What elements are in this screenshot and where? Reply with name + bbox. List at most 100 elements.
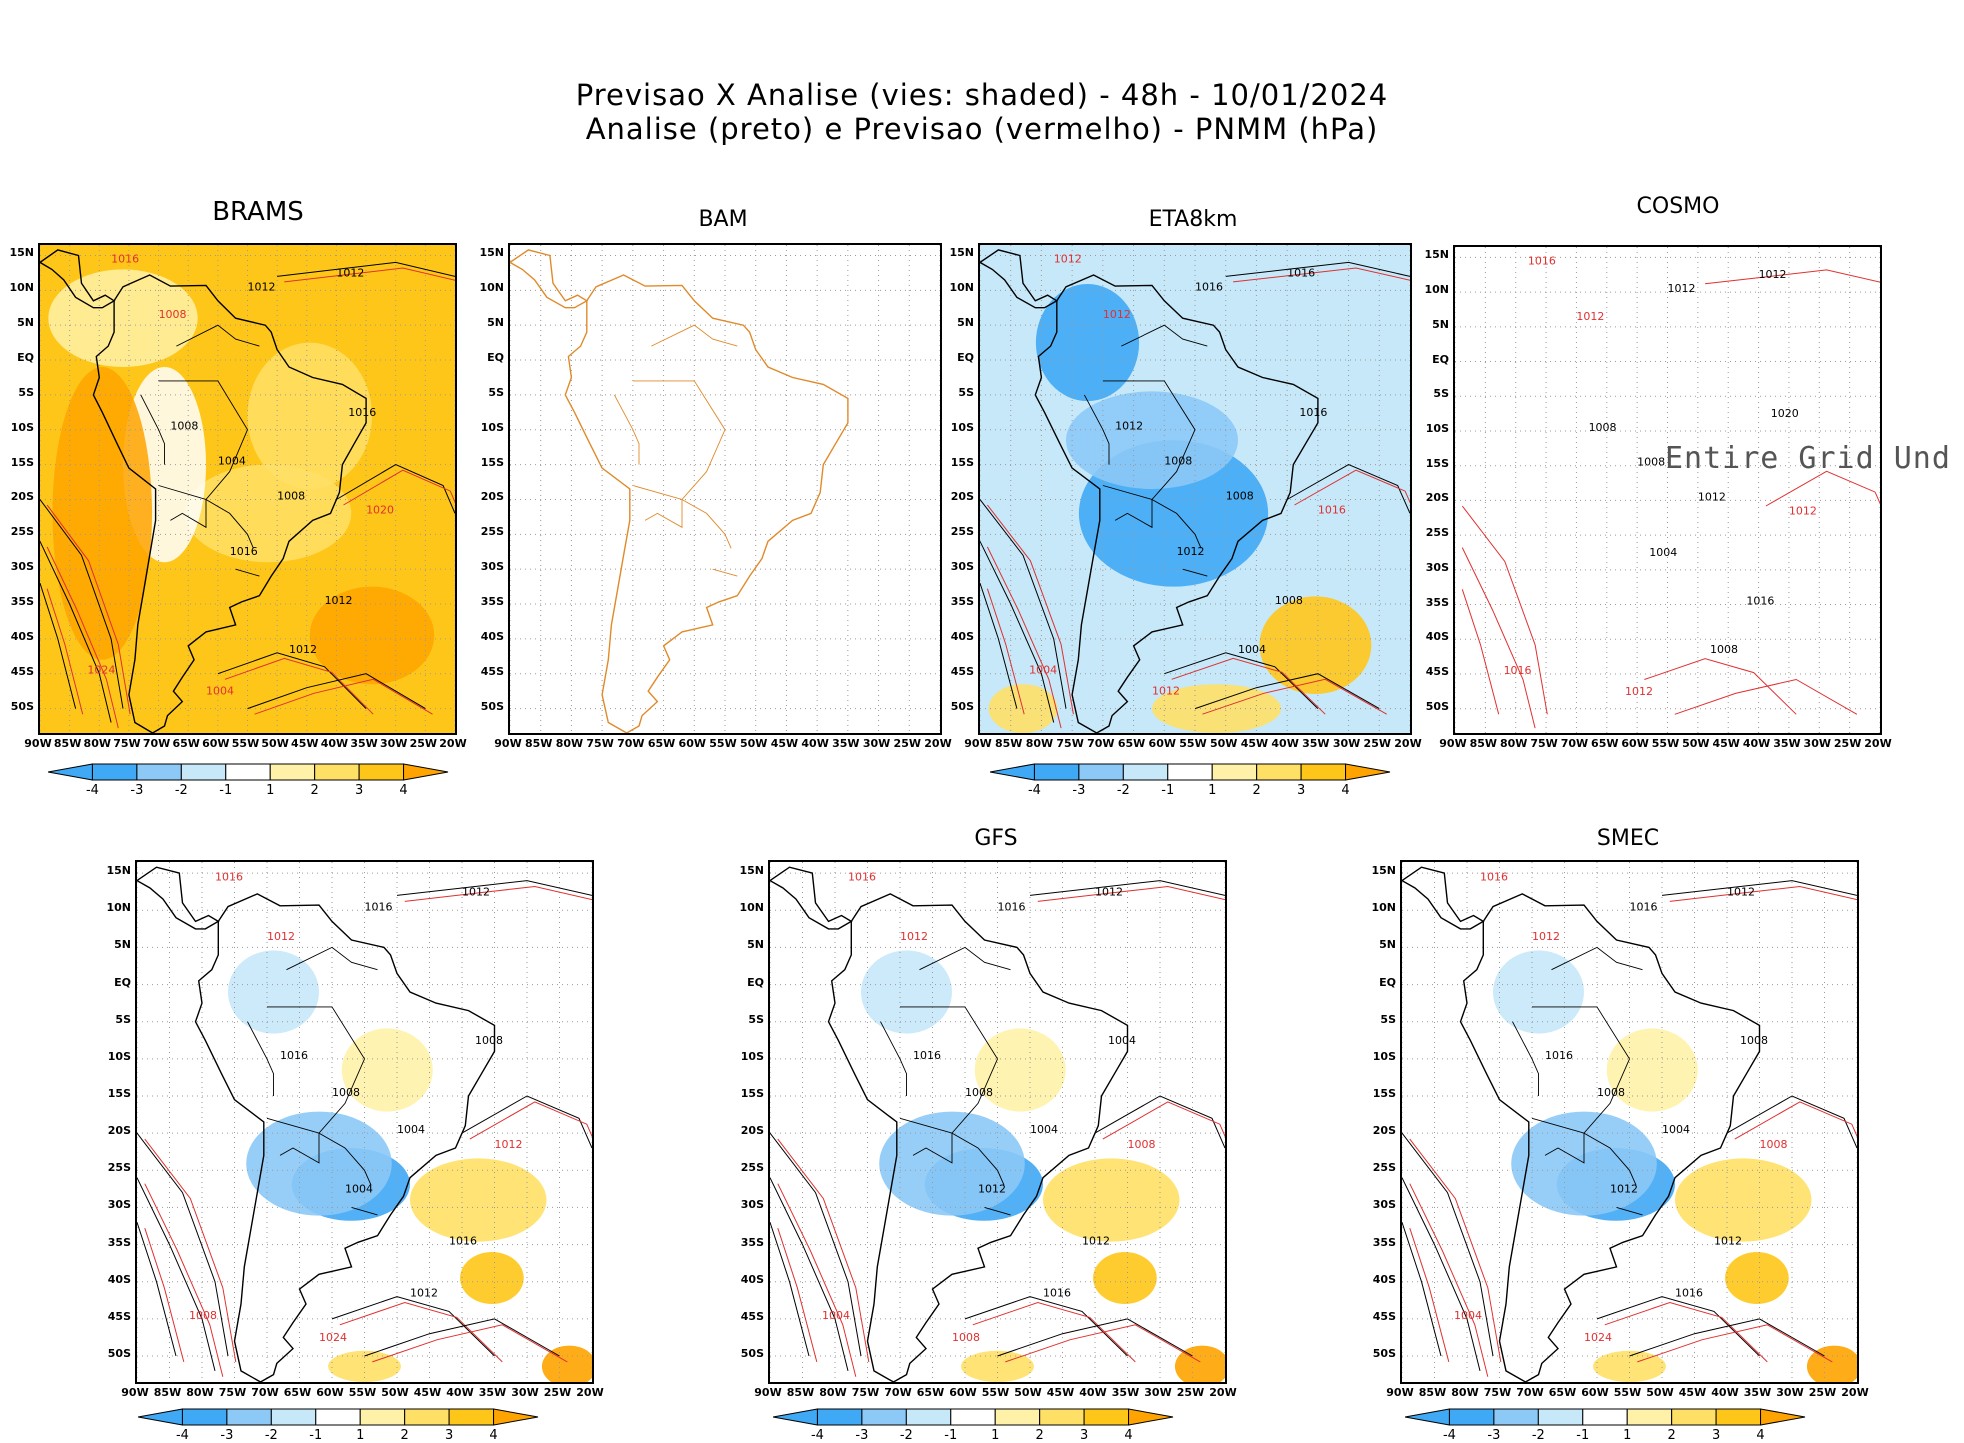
isobar-label: 1012	[1152, 685, 1180, 698]
lat-tick-label: 5N	[17, 316, 34, 330]
isobar-label: 1012	[336, 266, 364, 279]
colorbar-segment	[1167, 763, 1213, 781]
lon-tick-label: 75W	[1483, 1386, 1512, 1399]
analysis-isobar	[980, 541, 1055, 723]
country-border	[1102, 485, 1153, 529]
colorbar-segment	[269, 763, 316, 781]
isobar-label: 1008	[1637, 456, 1665, 469]
lat-tick-label: 25S	[740, 1161, 764, 1175]
country-border	[1102, 380, 1202, 549]
lon-tick-label: 45W	[413, 1386, 442, 1399]
isobar-label: 1016	[1746, 595, 1774, 608]
lat-tick-label: 45S	[950, 664, 974, 678]
bias-patch	[341, 1028, 433, 1112]
lon-tick-label: 45W	[1678, 1386, 1707, 1399]
isobar-label: 1020	[1771, 407, 1799, 420]
colorbar-label: -1	[219, 783, 233, 798]
lat-tick-label: 15S	[1372, 1087, 1396, 1100]
analysis-isobar	[1661, 880, 1857, 896]
isobar-label: 1012	[900, 930, 928, 943]
lon-tick-label: 40W	[320, 737, 349, 750]
lon-tick-label: 60W	[202, 737, 230, 750]
colorbar	[137, 1408, 558, 1430]
colorbar-segment	[1083, 1408, 1130, 1426]
isobar-label: 1016	[230, 545, 258, 558]
lon-tick-label: 55W	[981, 1386, 1010, 1399]
forecast-isobar	[1765, 470, 1880, 507]
lon-tick-label: 80W	[819, 1386, 847, 1399]
colorbar-label: -1	[1161, 783, 1175, 798]
colorbar-segment	[448, 1408, 495, 1426]
analysis-isobar	[1164, 652, 1319, 709]
colorbar-segment	[136, 763, 182, 781]
forecast-isobar	[1202, 678, 1387, 715]
lat-tick-label: 15N	[1424, 248, 1449, 262]
bias-patch	[309, 586, 435, 685]
lon-tick-label: 55W	[1651, 737, 1680, 750]
panel-title-brams: BRAMS	[212, 197, 304, 227]
forecast-isobar	[1171, 657, 1326, 715]
lat-tick-label: 5S	[748, 1012, 764, 1026]
colorbar-label: -2	[174, 783, 188, 798]
country-border	[632, 380, 732, 549]
bias-patch	[460, 1252, 524, 1304]
lat-tick-label: 50S	[107, 1347, 131, 1360]
map-panel-bam	[508, 243, 942, 735]
colorbar-segment	[1626, 1408, 1673, 1426]
forecast-isobar	[1409, 1138, 1502, 1362]
forecast-isobar	[144, 1183, 224, 1377]
isobar-label: 1004	[1108, 1034, 1136, 1047]
lat-tick-label: 45S	[1425, 664, 1449, 678]
isobar-label: 1012	[1698, 490, 1726, 503]
isobar-label: 1016	[1287, 266, 1315, 279]
map-canvas: 1016 1012 1012 1008 1008 1004 1024 1008 1016 1020…	[40, 245, 455, 733]
map-panel-brams: 1016 1012 1012 1008 1008 1004 1024 1008 1016 1020…	[38, 243, 457, 735]
bias-patch	[228, 950, 319, 1034]
lat-tick-label: 25S	[10, 525, 34, 539]
lat-tick-label: 15S	[740, 1087, 764, 1100]
lat-tick-label: 5N	[957, 316, 974, 330]
isobar-label: 1012	[1625, 685, 1653, 698]
map-canvas: 1016 1016 1012 1012 1016 1008 1004 1004 1012 1008…	[770, 862, 1225, 1382]
lon-tick-label: 60W	[1148, 737, 1176, 750]
analysis-isobar	[1402, 1222, 1442, 1357]
lat-tick-label: 10S	[480, 420, 504, 434]
lon-tick-label: 50W	[1209, 737, 1238, 750]
isobar-label: 1016	[848, 871, 876, 884]
lon-tick-label: 25W	[1363, 737, 1391, 750]
forecast-isobar	[254, 678, 433, 715]
forecast-isobar	[1669, 885, 1857, 902]
lon-tick-label: 35W	[478, 1386, 507, 1399]
lon-tick-label: 85W	[994, 737, 1023, 750]
colorbar-segment	[181, 1408, 228, 1426]
isobar-label: 1012	[1177, 545, 1205, 558]
lon-tick-label: 55W	[348, 1386, 377, 1399]
lon-tick-label: 40W	[801, 737, 829, 750]
isobar-label: 1016	[1043, 1287, 1071, 1300]
forecast-isobar	[987, 504, 1074, 715]
isobar-label: 1024	[1584, 1331, 1612, 1344]
lon-tick-label: 35W	[350, 737, 378, 750]
lat-tick-label: 40S	[1425, 630, 1449, 644]
lat-tick-label: 35S	[480, 595, 504, 609]
analysis-isobar	[1402, 1132, 1494, 1357]
isobar-label: 1004	[397, 1123, 425, 1136]
isobar-label: 1012	[1714, 1235, 1742, 1248]
analysis-isobar	[247, 673, 426, 710]
central-america-coastline	[1402, 866, 1485, 930]
isobar-label: 1008	[952, 1331, 980, 1344]
colorbar-segment	[225, 763, 271, 781]
map-panel-cosmo: 1016 1012 1012 1012 1008 1008 1016 1012 1004 1012…	[1453, 245, 1882, 735]
lon-tick-label: 30W	[1776, 1386, 1804, 1399]
isobar-label: 1008	[1710, 643, 1738, 656]
lon-tick-label: 30W	[379, 737, 408, 750]
isobar-label: 1004	[218, 455, 246, 468]
lat-tick-label: EQ	[17, 351, 34, 365]
country-border	[1532, 1006, 1637, 1186]
lat-tick-label: 25S	[107, 1161, 131, 1175]
analysis-isobar	[770, 1222, 810, 1357]
country-border	[632, 485, 683, 529]
forecast-isobar	[1734, 1101, 1857, 1140]
bias-patch	[974, 1028, 1066, 1112]
isobar-label: 1012	[325, 594, 353, 607]
